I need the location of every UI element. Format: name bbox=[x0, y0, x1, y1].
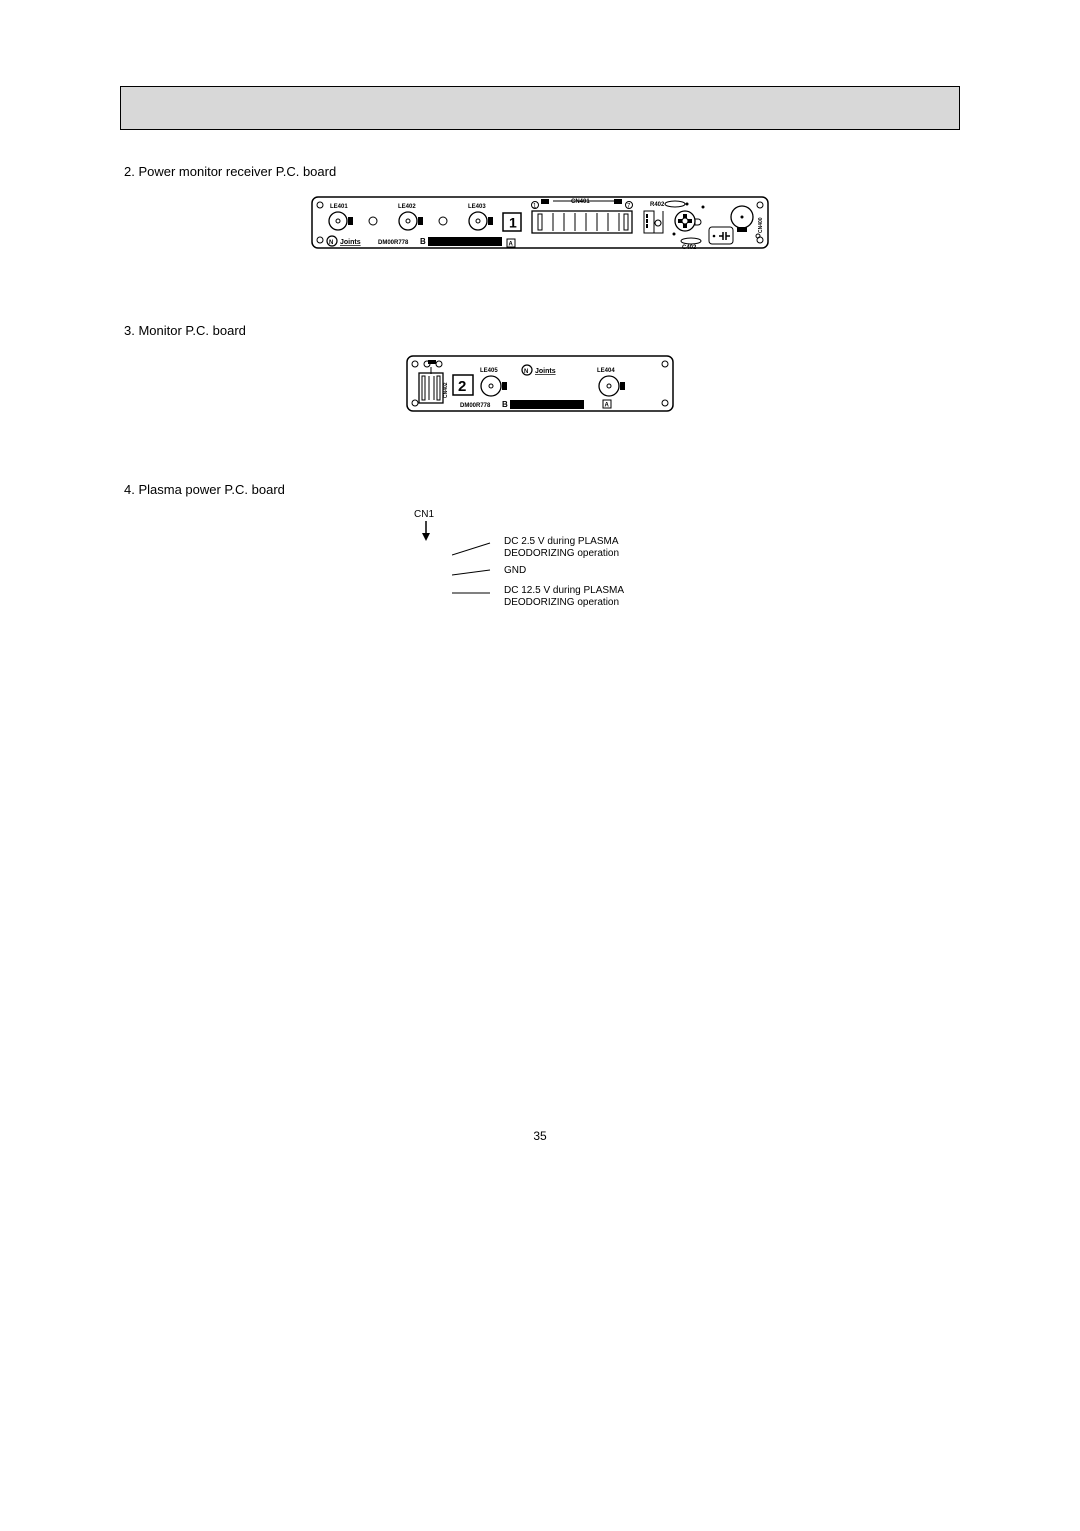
section-4: 4. Plasma power P.C. board CN1 DC 2.5 V … bbox=[120, 482, 960, 629]
pin3-text: DC 12.5 V during PLASMA DEODORIZING oper… bbox=[504, 585, 624, 608]
svg-text:N: N bbox=[524, 369, 528, 375]
svg-text:1: 1 bbox=[509, 215, 517, 231]
section-4-title: 4. Plasma power P.C. board bbox=[124, 482, 960, 497]
le402-label: LE402 bbox=[398, 204, 416, 210]
svg-text:B: B bbox=[420, 237, 426, 246]
arrow-down-icon bbox=[420, 521, 432, 541]
le403-label: LE403 bbox=[468, 204, 486, 210]
svg-text:N: N bbox=[329, 240, 333, 246]
svg-text:Joints: Joints bbox=[340, 239, 361, 246]
svg-text:B: B bbox=[502, 400, 508, 409]
board-2-diagram: LE401 N Joints DM00R778 B LE402 bbox=[310, 191, 770, 261]
black-bar-3 bbox=[510, 400, 584, 409]
le405-label: LE405 bbox=[480, 368, 498, 374]
svg-text:Joints: Joints bbox=[535, 368, 556, 375]
section-2-title: 2. Power monitor receiver P.C. board bbox=[124, 164, 960, 179]
r402-label: R402 bbox=[650, 202, 665, 208]
cn400-label: CN400 bbox=[758, 217, 764, 233]
svg-text:2: 2 bbox=[458, 378, 466, 395]
cn401-label: CN401 bbox=[571, 199, 590, 205]
pin-leaders bbox=[452, 541, 498, 621]
le404-label: LE404 bbox=[597, 368, 615, 374]
section-3: 3. Monitor P.C. board CN402 bbox=[120, 323, 960, 420]
pin1-text: DC 2.5 V during PLASMA DEODORIZING opera… bbox=[504, 536, 619, 559]
section-2: 2. Power monitor receiver P.C. board LE4… bbox=[120, 164, 960, 261]
svg-text:CN402: CN402 bbox=[443, 382, 449, 398]
pin2-text: GND bbox=[504, 565, 526, 576]
le401-label: LE401 bbox=[330, 204, 348, 210]
svg-text:A: A bbox=[509, 242, 514, 248]
board-3-diagram: CN402 2 LE405 N Joints LE404 bbox=[405, 350, 675, 420]
section-3-title: 3. Monitor P.C. board bbox=[124, 323, 960, 338]
cn1-label: CN1 bbox=[414, 509, 434, 520]
black-bar-2 bbox=[428, 237, 502, 246]
part-no-3: DM00R778 bbox=[460, 403, 491, 409]
c402-label: C402 bbox=[682, 245, 697, 251]
part-no-2: DM00R778 bbox=[378, 240, 409, 246]
page-number: 35 bbox=[120, 1129, 960, 1143]
svg-text:A: A bbox=[605, 403, 610, 409]
header-gray-box bbox=[120, 86, 960, 130]
